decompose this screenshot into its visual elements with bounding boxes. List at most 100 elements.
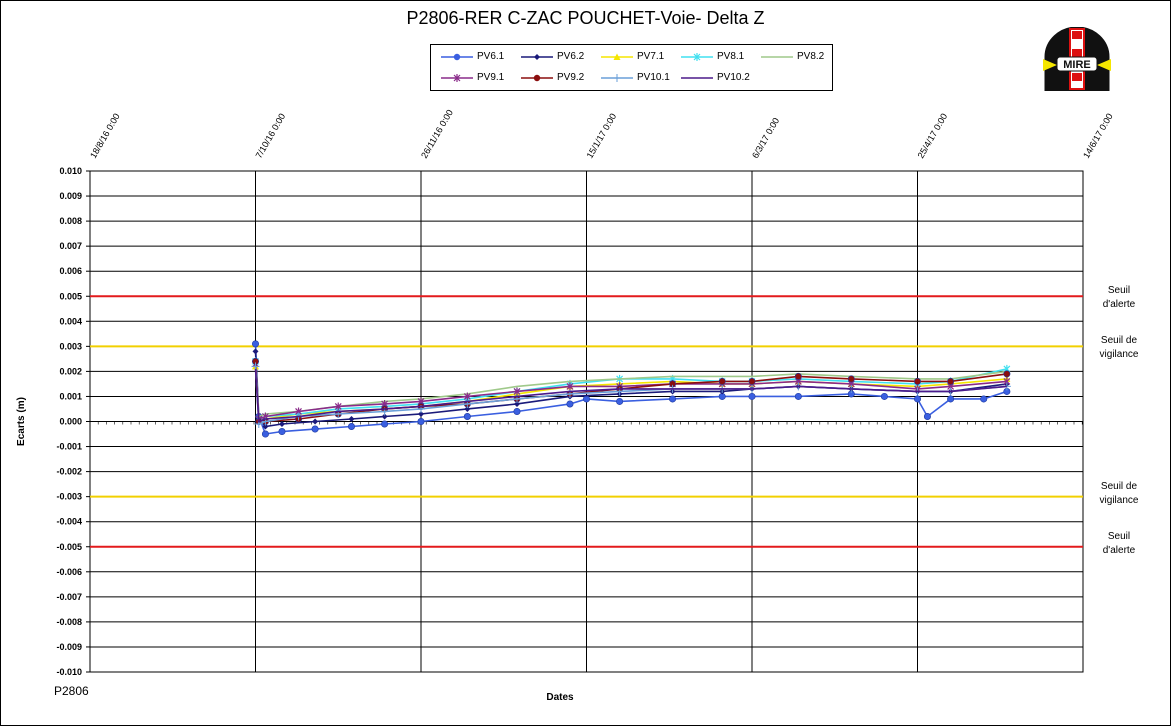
data-point-pv6-2	[418, 410, 424, 417]
data-point-pv6-2	[312, 418, 319, 425]
series-line-pv10-2	[254, 368, 1007, 423]
data-point-pv9-2	[748, 377, 756, 385]
data-point-pv6-1	[980, 395, 988, 403]
y-tick-label: -0.002	[56, 467, 82, 477]
data-point-pv6-1	[311, 425, 319, 433]
x-axis-title: Dates	[546, 692, 574, 703]
y-tick-label: -0.010	[56, 667, 82, 677]
threshold-label-line2: vigilance	[1099, 349, 1139, 361]
data-point-pv6-1	[347, 423, 355, 431]
data-point-pv6-1	[923, 412, 931, 420]
y-tick-label: 0.007	[59, 241, 82, 251]
legend-label: PV10.1	[637, 72, 670, 83]
threshold-label-line1: Seuil	[1107, 530, 1131, 542]
y-tick-label: -0.008	[56, 617, 82, 627]
legend-label: PV6.2	[557, 51, 585, 62]
threshold-label-line1: Seuil	[1107, 285, 1131, 297]
y-tick-label: 0.001	[59, 391, 82, 401]
y-tick-label: -0.003	[56, 492, 82, 502]
y-tick-label: -0.006	[56, 567, 82, 577]
data-point-pv6-1	[463, 412, 471, 420]
data-point-pv6-1	[381, 420, 389, 428]
legend-label: PV6.1	[477, 51, 505, 62]
data-point-pv6-1	[417, 417, 425, 425]
data-point-pv6-2	[464, 405, 471, 412]
x-tick-label: 15/1/17 0:00	[585, 112, 619, 160]
data-point-pv9-2	[1003, 370, 1011, 378]
logo-text: MIRE	[1063, 59, 1091, 71]
data-point-pv6-2	[252, 348, 259, 355]
threshold-label-line2: d'alerte	[1102, 544, 1136, 556]
threshold-label: Seuil d'alerte	[1089, 284, 1149, 312]
data-point-pv9-2	[947, 377, 955, 385]
y-tick-label: -0.007	[56, 592, 82, 602]
data-point-pv6-2	[278, 421, 285, 428]
x-tick-label: 26/11/16 0:00	[419, 108, 455, 160]
y-tick-label: -0.009	[56, 642, 82, 652]
data-point-pv9-2	[718, 377, 726, 385]
chart-title: P2806-RER C-ZAC POUCHET-Voie- Delta Z	[406, 8, 765, 28]
data-point-pv9-1	[463, 392, 471, 401]
legend-swatch	[601, 53, 633, 60]
data-point-pv9-2	[794, 372, 802, 380]
y-tick-label: 0.006	[59, 266, 82, 276]
legend-label: PV8.2	[797, 51, 825, 62]
data-point-pv6-1	[513, 407, 521, 415]
y-tick-label: 0.004	[59, 316, 82, 326]
legend-label: PV10.2	[717, 72, 750, 83]
data-point-pv6-1	[748, 392, 756, 400]
legend-label: PV7.1	[637, 51, 665, 62]
data-point-pv6-1	[794, 392, 802, 400]
legend-swatch	[681, 77, 713, 79]
data-point-pv6-1	[880, 392, 888, 400]
threshold-label: Seuil de vigilance	[1089, 480, 1149, 508]
y-tick-label: 0.009	[59, 191, 82, 201]
series-line-pv10-1	[254, 366, 1007, 426]
x-tick-label: 18/8/16 0:00	[88, 112, 122, 160]
legend-swatch	[601, 74, 633, 82]
legend-swatch	[761, 56, 793, 58]
threshold-label: Seuil d'alerte	[1089, 530, 1149, 558]
x-tick-label: 7/10/16 0:00	[254, 112, 288, 160]
y-tick-label: 0.008	[59, 216, 82, 226]
x-tick-label: 6/3/17 0:00	[750, 116, 781, 160]
legend-swatch	[441, 53, 473, 61]
data-point-pv6-2	[348, 415, 355, 422]
y-tick-label: -0.004	[56, 517, 82, 527]
data-point-pv6-1	[566, 400, 574, 408]
data-point-pv9-1	[566, 382, 574, 391]
x-tick-label: 14/6/17 0:00	[1081, 112, 1115, 160]
mire-logo: MIRE	[1043, 26, 1111, 92]
legend-swatch	[441, 74, 473, 82]
data-point-pv6-1	[616, 397, 624, 405]
y-tick-label: 0.005	[59, 291, 82, 301]
threshold-label-line1: Seuil de	[1100, 335, 1138, 347]
data-point-pv9-1	[513, 387, 521, 396]
threshold-label-line2: vigilance	[1099, 494, 1139, 506]
data-point-pv6-1	[252, 340, 260, 348]
y-tick-label: 0.003	[59, 341, 82, 351]
x-tick-label: 25/4/17 0:00	[916, 112, 950, 160]
y-tick-label: 0.000	[59, 417, 82, 427]
data-point-pv6-1	[278, 428, 286, 436]
threshold-label-line1: Seuil de	[1100, 480, 1138, 492]
data-point-pv6-1	[261, 430, 269, 438]
data-point-pv9-2	[913, 377, 921, 385]
data-point-pv6-1	[913, 395, 921, 403]
data-point-pv6-1	[669, 395, 677, 403]
legend: PV6.1 PV6.2 PV7.1 PV8.1 PV8.2 PV9.1 PV9.2 PV10.…	[430, 44, 833, 91]
legend-label: PV8.1	[717, 51, 745, 62]
y-tick-label: 0.002	[59, 366, 82, 376]
y-tick-label: -0.001	[56, 442, 82, 452]
y-axis-title: Ecarts (m)	[16, 397, 27, 446]
data-point-pv6-1	[582, 395, 590, 403]
legend-label: PV9.2	[557, 72, 585, 83]
data-point-pv9-1	[334, 402, 342, 411]
data-point-pv6-2	[262, 423, 269, 430]
y-tick-label: 0.010	[59, 166, 82, 176]
data-point-pv6-1	[947, 395, 955, 403]
legend-swatch	[681, 53, 713, 61]
threshold-label: Seuil de vigilance	[1089, 334, 1149, 362]
